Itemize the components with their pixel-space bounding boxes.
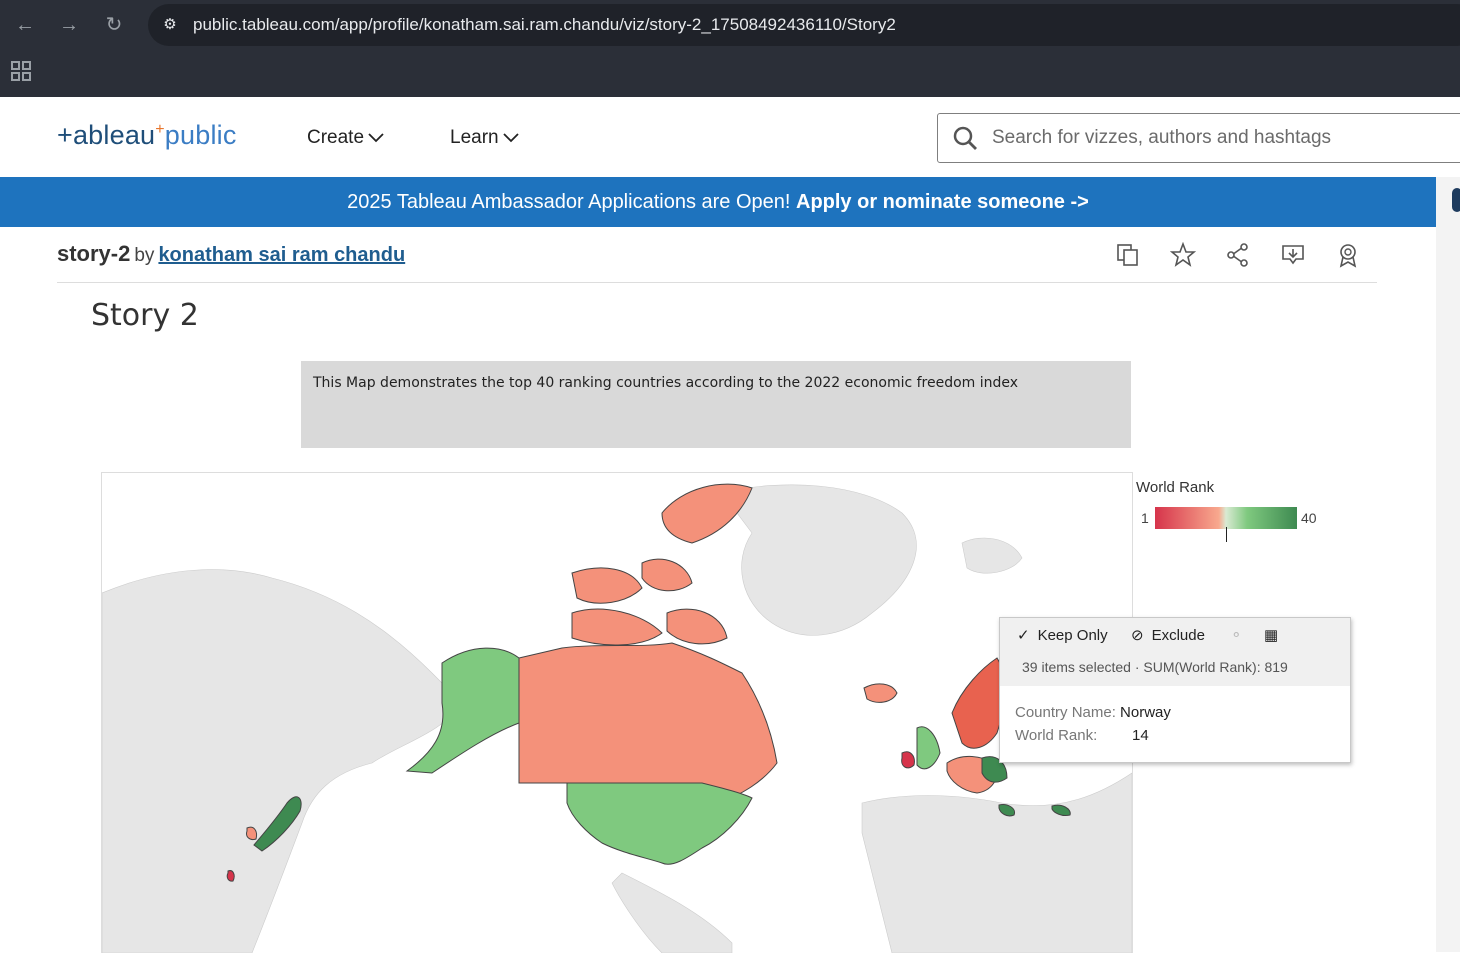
- legend-color-bar[interactable]: [1155, 507, 1297, 529]
- central-america-land[interactable]: [611, 872, 733, 953]
- view-data-icon[interactable]: ▦: [1264, 627, 1279, 644]
- europe-africa-land[interactable]: [861, 772, 1132, 953]
- caption-text: This Map demonstrates the top 40 ranking…: [313, 375, 1019, 391]
- taiwan[interactable]: [226, 870, 235, 882]
- chevron-down-icon: [368, 127, 384, 149]
- browser-chrome: ← → ↻ ⚙ public.tableau.com/app/profile/k…: [0, 0, 1460, 97]
- forward-icon[interactable]: →: [59, 14, 79, 36]
- site-header: +ableau+public Create Learn Search for v…: [0, 97, 1460, 177]
- story-title: Story 2: [91, 298, 199, 333]
- map-tooltip: ✓ Keep Only ⊘ Exclude ⚬ ▦ 39 items selecte…: [999, 617, 1351, 763]
- scandinavia[interactable]: [951, 657, 1005, 749]
- author-link[interactable]: konatham sai ram chandu: [158, 244, 406, 266]
- banner-text: 2025 Tableau Ambassador Applications are…: [347, 191, 796, 213]
- apps-grid-icon[interactable]: [10, 60, 32, 82]
- copy-icon[interactable]: [1115, 242, 1141, 268]
- side-panel-handle[interactable]: [1452, 188, 1460, 212]
- back-icon[interactable]: ←: [15, 14, 35, 36]
- legend-title: World Rank: [1136, 479, 1215, 496]
- tableau-public-logo[interactable]: +ableau+public: [57, 120, 237, 150]
- arctic-islands-land[interactable]: [961, 537, 1023, 574]
- right-rail: [1436, 177, 1460, 952]
- italy-greece[interactable]: [998, 804, 1071, 817]
- header-divider: [57, 282, 1377, 283]
- iceland[interactable]: [863, 683, 898, 703]
- reload-icon[interactable]: ↻: [105, 14, 123, 36]
- world-map[interactable]: [101, 472, 1133, 953]
- story-caption[interactable]: This Map demonstrates the top 40 ranking…: [301, 361, 1131, 448]
- menu-learn[interactable]: Learn: [450, 127, 519, 149]
- legend-marker: [1226, 527, 1227, 542]
- announcement-banner[interactable]: 2025 Tableau Ambassador Applications are…: [0, 177, 1436, 227]
- russia-asia-land[interactable]: [102, 569, 463, 953]
- ireland[interactable]: [901, 751, 915, 769]
- tooltip-rank-row: World Rank: 14: [1015, 727, 1149, 744]
- check-icon: ✓: [1017, 627, 1030, 644]
- united-states[interactable]: [566, 782, 753, 865]
- chevron-down-icon: [502, 127, 519, 149]
- viz-title-row: story-2 by konatham sai ram chandu: [57, 241, 405, 267]
- share-icon[interactable]: [1225, 242, 1251, 268]
- greenland-land[interactable]: [721, 484, 917, 636]
- url-text[interactable]: public.tableau.com/app/profile/konatham.…: [193, 15, 896, 34]
- canada[interactable]: [518, 642, 778, 804]
- poland-region[interactable]: [981, 756, 1008, 783]
- site-settings-icon[interactable]: ⚙: [163, 16, 177, 33]
- canada-arctic-islands[interactable]: [571, 483, 753, 646]
- group-icon[interactable]: ⚬: [1230, 627, 1243, 644]
- download-icon[interactable]: [1280, 242, 1306, 268]
- legend-min: 1: [1141, 510, 1149, 526]
- alaska[interactable]: [405, 647, 520, 774]
- united-kingdom[interactable]: [916, 726, 941, 770]
- viz-title: story-2: [57, 241, 131, 266]
- selection-summary: 39 items selected · SUM(World Rank): 819: [1022, 659, 1288, 675]
- exclude-button[interactable]: ⊘ Exclude: [1131, 627, 1205, 644]
- by-label: by: [134, 245, 155, 266]
- tooltip-actions: ✓ Keep Only ⊘ Exclude ⚬ ▦ 39 items selecte…: [1000, 618, 1350, 686]
- map-canvas[interactable]: [102, 473, 1132, 953]
- exclude-icon: ⊘: [1131, 627, 1144, 644]
- keep-only-button[interactable]: ✓ Keep Only: [1017, 627, 1108, 644]
- search-input[interactable]: Search for vizzes, authors and hashtags: [992, 127, 1332, 148]
- japan[interactable]: [253, 796, 302, 852]
- banner-cta-link[interactable]: Apply or nominate someone ->: [796, 191, 1089, 213]
- legend-max: 40: [1301, 510, 1317, 526]
- favorite-icon[interactable]: [1170, 242, 1196, 268]
- tooltip-country-row: Country Name: Norway: [1015, 704, 1171, 721]
- search-box[interactable]: Search for vizzes, authors and hashtags: [937, 113, 1460, 163]
- search-icon: [953, 126, 977, 150]
- address-bar[interactable]: ⚙ public.tableau.com/app/profile/konatha…: [148, 4, 1460, 46]
- south-korea[interactable]: [246, 826, 257, 840]
- badge-icon[interactable]: [1335, 242, 1361, 268]
- menu-create[interactable]: Create: [307, 127, 384, 149]
